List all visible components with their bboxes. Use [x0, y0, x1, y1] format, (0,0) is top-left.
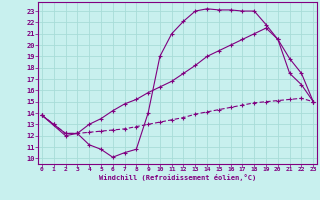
X-axis label: Windchill (Refroidissement éolien,°C): Windchill (Refroidissement éolien,°C) — [99, 174, 256, 181]
